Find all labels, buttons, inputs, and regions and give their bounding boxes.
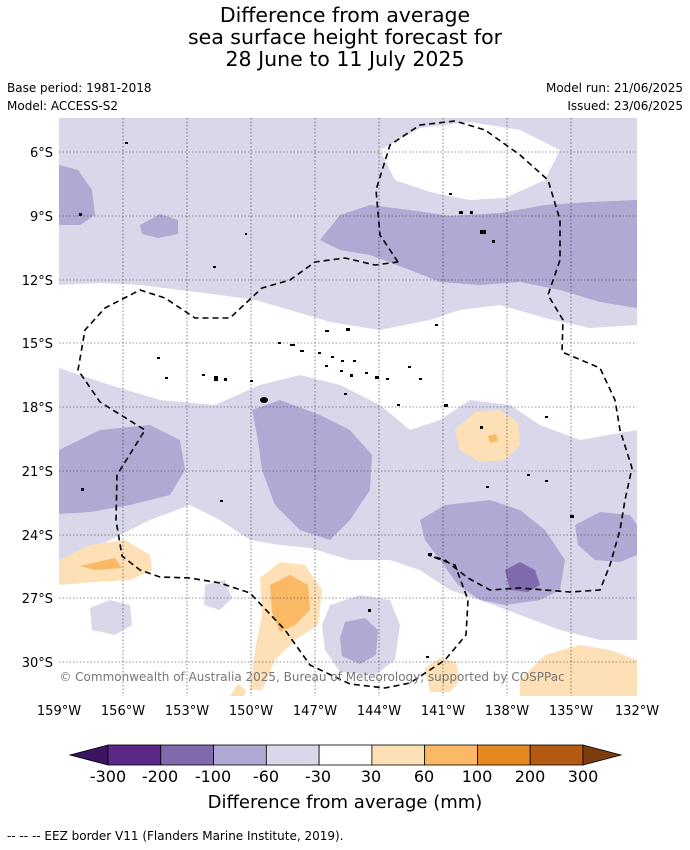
anomaly-positive-6 (230, 684, 246, 696)
lat-label: 12°S (22, 274, 53, 289)
lat-label: 30°S (22, 656, 53, 671)
lon-label: 135°W (549, 704, 593, 719)
colorbar-tick: 60 (414, 767, 434, 786)
anomaly-positive-2-core (80, 558, 122, 570)
anomaly-positive-1-core (488, 434, 498, 443)
map-area: © Commonwealth of Australia 2025, Bureau… (59, 118, 637, 696)
base-period: Base period: 1981-2018 (7, 81, 152, 95)
title-line-1: Difference from average (219, 3, 471, 27)
colorbar-bin (160, 744, 214, 766)
issued-date: Issued: 23/06/2025 (567, 99, 683, 113)
colorbar-bin (424, 744, 478, 766)
anomaly-positive-3-core (270, 575, 310, 632)
lat-label: 27°S (22, 592, 53, 607)
lat-label: 6°S (30, 146, 53, 161)
eez-border (77, 120, 633, 689)
anomaly-blob-west-2 (140, 214, 178, 238)
meta-left: Base period: 1981-2018 Model: ACCESS-S2 (7, 79, 152, 115)
chart-title: Difference from average sea surface heig… (0, 4, 690, 70)
anomaly-blob-south-9 (204, 580, 232, 610)
lon-label: 156°W (101, 704, 145, 719)
colorbar-bin (107, 744, 162, 766)
colorbar-tick: 100 (462, 767, 493, 786)
colorbar-arrow-max (582, 744, 623, 766)
anomaly-blob-south-5 (505, 562, 540, 592)
lon-label: 159°W (37, 704, 81, 719)
colorbar (68, 744, 623, 766)
meta-right: Model run: 21/06/2025 Issued: 23/06/2025 (546, 79, 683, 115)
anomaly-positive-1 (455, 410, 520, 462)
colorbar-tick: 30 (361, 767, 381, 786)
anomaly-blob-south-8 (90, 600, 132, 635)
lat-label: 15°S (22, 337, 53, 352)
copyright-text: © Commonwealth of Australia 2025, Bureau… (59, 670, 564, 684)
colorbar-bin (371, 744, 426, 766)
title-line-2: sea surface height forecast for (187, 25, 503, 49)
anomaly-band-mid (320, 200, 637, 308)
lon-labels: 159°W 156°W 153°W 150°W 147°W 144°W 141°… (37, 704, 659, 719)
colorbar-bin (529, 744, 584, 766)
colorbar-arrow-min (68, 744, 109, 766)
colorbar-tick: -60 (253, 767, 279, 786)
lat-label: 21°S (22, 465, 53, 480)
lat-label: 9°S (30, 210, 53, 225)
colorbar-tick: -200 (142, 767, 178, 786)
eez-legend: -- -- -- EEZ border V11 (Flanders Marine… (7, 829, 344, 843)
colorbar-bin (213, 744, 267, 766)
model-run: Model run: 21/06/2025 (545, 81, 683, 95)
anomaly-gap-north (380, 122, 560, 200)
anomaly-blob-south-2 (252, 400, 372, 540)
colorbar-tick: -300 (90, 767, 126, 786)
lat-label: 24°S (22, 529, 53, 544)
islands (79, 142, 574, 658)
colorbar-bin (265, 744, 320, 766)
lon-label: 144°W (357, 704, 401, 719)
lon-label: 132°W (615, 704, 659, 719)
model-name: Model: ACCESS-S2 (7, 99, 119, 113)
lon-label: 147°W (293, 704, 337, 719)
anomaly-positive-5 (520, 645, 637, 696)
colorbar-tick: -100 (195, 767, 231, 786)
colorbar-bin (477, 744, 531, 766)
lat-label: 18°S (22, 401, 53, 416)
colorbar-tick: 200 (515, 767, 546, 786)
colorbar-tick: 300 (568, 767, 599, 786)
lon-label: 141°W (421, 704, 465, 719)
colorbar-label: Difference from average (mm) (207, 792, 483, 813)
lon-label: 138°W (485, 704, 529, 719)
anomaly-blob-south-7 (340, 618, 378, 664)
lat-labels: 6°S 9°S 12°S 15°S 18°S 21°S 24°S 27°S 30… (22, 146, 53, 671)
title-line-3: 28 June to 11 July 2025 (225, 47, 465, 71)
colorbar-bin (318, 744, 373, 766)
anomaly-blob-south-1 (59, 425, 185, 514)
lon-label: 153°W (165, 704, 209, 719)
anomaly-blob-west (59, 165, 95, 225)
colorbar-tick: -30 (305, 767, 331, 786)
colorbar-ticks: -300 -200 -100 -60 -30 30 60 100 200 300 (90, 767, 598, 786)
lon-label: 150°W (229, 704, 273, 719)
